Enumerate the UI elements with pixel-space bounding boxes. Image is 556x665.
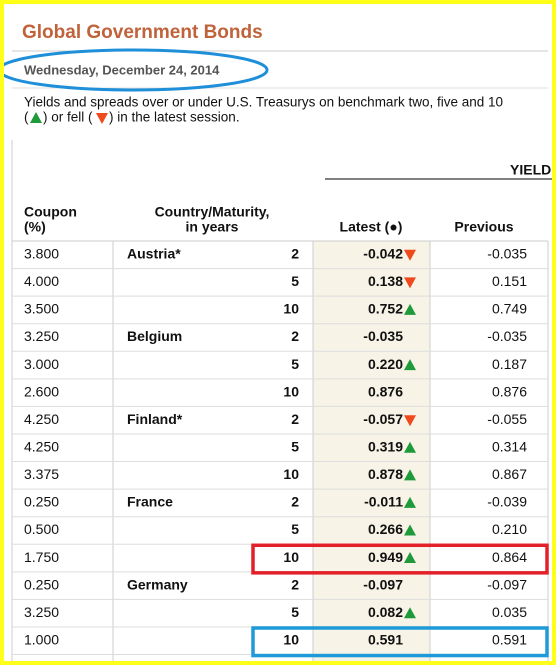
coupon: 0.500 (24, 521, 59, 537)
latest: 0.752 (368, 301, 403, 317)
description-text: ) in the latest session. (109, 110, 240, 125)
previous: -0.035 (487, 328, 527, 344)
maturity: 10 (283, 631, 299, 647)
maturity: 5 (291, 356, 299, 372)
maturity: 2 (291, 494, 299, 510)
latest: 0.878 (368, 466, 403, 482)
up-arrow (404, 469, 416, 481)
date-highlight (0, 48, 269, 92)
column-header: in years (186, 219, 239, 235)
previous: 0.314 (492, 438, 527, 454)
latest: 0.949 (368, 549, 403, 565)
maturity: 5 (291, 273, 299, 289)
previous: 0.867 (492, 466, 527, 482)
down-arrow (404, 249, 416, 261)
description-text: ( (24, 110, 29, 125)
coupon: 3.250 (24, 604, 59, 620)
maturity: 2 (291, 245, 299, 261)
latest: 0.266 (368, 521, 403, 537)
up-arrow (404, 524, 416, 536)
maturity: 2 (291, 328, 299, 344)
maturity: 5 (291, 521, 299, 537)
description-line2: ( ) or fell ( ) in the latest session. (24, 110, 240, 125)
column-header: Previous (454, 219, 513, 235)
previous: 0.749 (492, 301, 527, 317)
title: Global Government Bonds (22, 22, 263, 43)
country: France (127, 494, 173, 510)
coupon: 3.800 (24, 245, 59, 261)
country: Finland* (127, 411, 183, 427)
previous: -0.035 (487, 245, 527, 261)
coupon: 3.250 (24, 328, 59, 344)
coupon: 4.000 (24, 273, 59, 289)
latest: -0.011 (364, 494, 403, 510)
latest: -0.035 (363, 328, 403, 344)
date: Wednesday, December 24, 2014 (24, 62, 220, 77)
column-header: Coupon (24, 204, 77, 220)
previous: 0.876 (492, 383, 527, 399)
down-arrow (404, 415, 416, 427)
maturity: 5 (291, 604, 299, 620)
coupon: 1.750 (24, 549, 59, 565)
previous: 0.151 (492, 273, 527, 289)
previous: 0.035 (492, 604, 527, 620)
coupon: 1.000 (24, 631, 59, 647)
previous: 0.187 (492, 356, 527, 372)
latest: 0.319 (368, 438, 403, 454)
maturity: 10 (283, 301, 299, 317)
maturity: 2 (291, 411, 299, 427)
up-arrow (404, 441, 416, 453)
previous: -0.039 (487, 494, 527, 510)
coupon: 3.000 (24, 356, 59, 372)
highlight-blue (251, 626, 549, 658)
coupon: 2.600 (24, 383, 59, 399)
previous: -0.097 (487, 576, 527, 592)
latest: 0.082 (368, 604, 403, 620)
highlight-red (251, 543, 549, 575)
latest: -0.097 (363, 576, 403, 592)
description-line1: Yields and spreads over or under U.S. Tr… (24, 95, 503, 110)
down-arrow (404, 277, 416, 289)
previous: -0.055 (487, 411, 527, 427)
group-header: YIELD (510, 162, 551, 178)
coupon: 3.500 (24, 301, 59, 317)
maturity: 10 (283, 466, 299, 482)
description-text: ) or fell ( (43, 110, 93, 125)
country: Germany (127, 576, 188, 592)
up-arrow (404, 496, 416, 508)
previous: 0.591 (492, 631, 527, 647)
previous: 0.864 (492, 549, 527, 565)
latest: -0.042 (363, 245, 403, 261)
previous: 0.210 (492, 521, 527, 537)
column-header: (%) (24, 219, 46, 235)
maturity: 5 (291, 438, 299, 454)
coupon: 4.250 (24, 438, 59, 454)
up-arrow (404, 359, 416, 371)
country: Austria* (127, 245, 181, 261)
latest: 0.220 (368, 356, 403, 372)
coupon: 0.250 (24, 494, 59, 510)
column-header: Latest (●) (340, 219, 403, 235)
latest: 0.138 (368, 273, 403, 289)
up-arrow (404, 552, 416, 564)
coupon: 0.250 (24, 576, 59, 592)
up-arrow (404, 303, 416, 315)
down-arrow (96, 113, 108, 124)
up-arrow (404, 607, 416, 619)
maturity: 2 (291, 576, 299, 592)
latest: 0.591 (368, 631, 403, 647)
maturity: 10 (283, 383, 299, 399)
maturity: 10 (283, 549, 299, 565)
column-header: Country/Maturity, (155, 204, 270, 220)
latest: -0.057 (363, 411, 403, 427)
up-arrow (30, 112, 42, 123)
country: Belgium (127, 328, 182, 344)
latest: 0.876 (368, 383, 403, 399)
coupon: 4.250 (24, 411, 59, 427)
coupon: 3.375 (24, 466, 59, 482)
